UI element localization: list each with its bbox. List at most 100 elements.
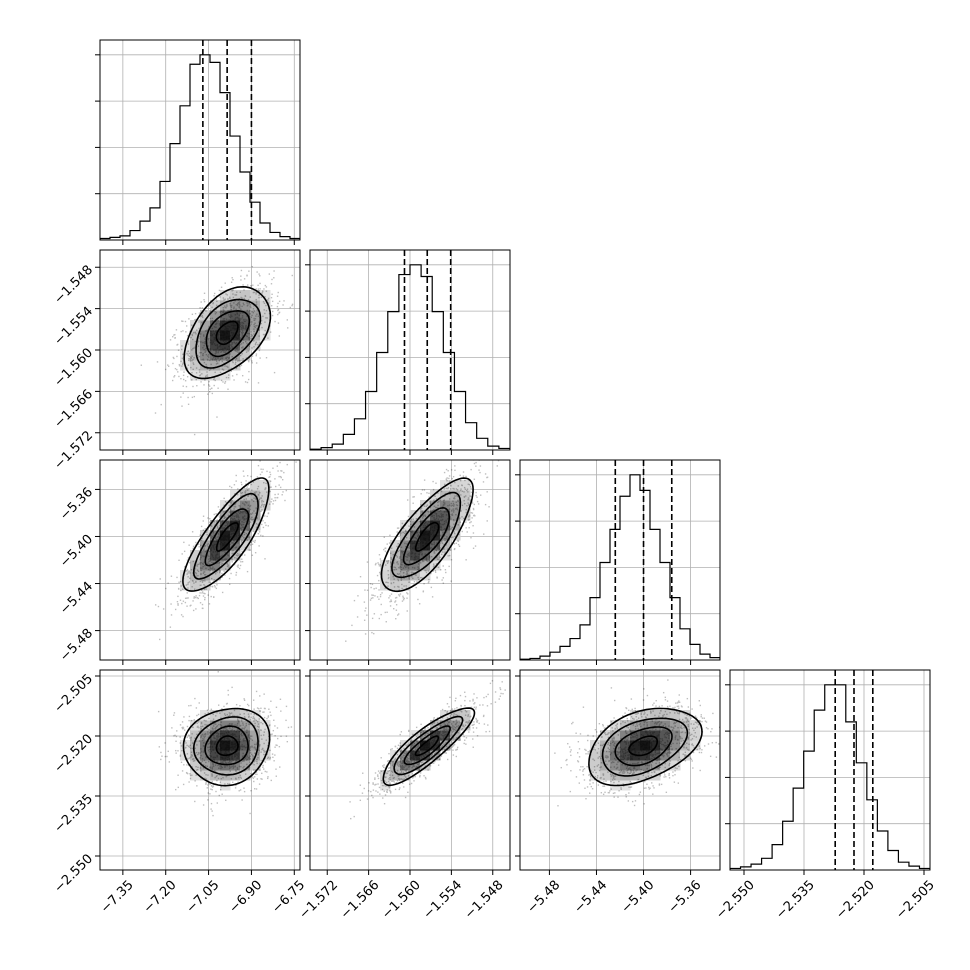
sample-point [211,342,213,344]
sample-point [195,581,197,583]
sample-point [429,533,432,535]
sample-point [214,752,217,754]
sample-point [384,611,386,614]
sample-point [452,536,454,538]
sample-point [219,748,221,750]
density-cell [460,710,471,721]
sample-point [202,751,205,753]
sample-point [483,696,485,699]
sample-point [194,747,196,749]
sample-point [441,551,444,553]
sample-point [375,562,377,565]
sample-point [201,315,203,318]
sample-point [239,312,242,314]
sample-point [397,563,399,565]
density-cell [200,530,211,541]
sample-point [218,512,221,515]
sample-point [229,309,231,312]
sample-point [488,506,490,508]
sample-point [432,563,435,565]
sample-point [466,488,469,490]
sample-point [223,336,225,339]
sample-point [417,568,419,571]
sample-point [230,370,233,372]
sample-point [208,558,210,560]
sample-point [234,715,236,717]
sample-point [261,292,263,294]
sample-point [190,756,192,758]
sample-point [224,282,226,284]
sample-point [220,350,223,353]
sample-point [268,273,271,275]
sample-point [229,296,231,298]
sample-point [366,561,369,563]
sample-point [422,526,425,529]
sample-point [462,471,465,473]
sample-point [246,274,248,276]
density-cell [420,520,431,531]
sample-point [431,762,433,765]
sample-point [237,302,240,304]
sample-point [200,762,203,764]
sample-point [421,511,424,514]
sample-point [177,774,179,776]
sample-point [394,600,397,602]
sample-point [262,711,264,713]
density-cell [200,330,211,341]
sample-point [398,549,401,551]
sample-point [224,760,227,762]
sample-point [433,535,435,537]
sample-point [251,347,253,349]
sample-point [243,289,245,291]
sample-point [203,571,206,573]
sample-point [212,785,215,787]
sample-point [399,556,401,558]
sample-point [232,747,235,750]
sample-point [425,571,428,574]
sample-point [450,502,452,505]
sample-point [228,314,230,316]
sample-point [242,512,244,514]
sample-point [278,300,281,303]
sample-point [238,765,241,768]
sample-point [285,735,288,737]
sample-point [212,368,215,370]
sample-point [192,362,194,364]
sample-point [476,496,478,498]
sample-point [264,312,266,315]
density-cell [230,290,241,301]
sample-point [225,539,228,541]
sample-point [214,569,216,572]
sample-point [173,357,175,360]
sample-point [193,357,195,359]
sample-point [254,760,256,762]
sample-point [222,348,224,350]
density-cell [420,500,431,511]
sample-point [178,581,180,583]
sample-point [278,475,280,478]
sample-point [212,545,215,547]
sample-point [278,745,281,748]
sample-point [225,747,227,749]
sample-point [243,521,245,523]
sample-point [451,509,453,511]
sample-point [238,345,240,347]
sample-point [408,561,411,563]
sample-point [218,516,221,519]
sample-point [247,523,250,525]
density-cell [230,550,241,561]
sample-point [429,521,432,524]
sample-point [420,493,422,495]
density-cell [180,570,191,581]
sample-point [239,533,241,536]
sample-point [403,577,405,579]
sample-point [256,742,258,744]
sample-point [438,548,441,550]
sample-point [197,341,199,343]
sample-point [443,543,445,546]
sample-point [220,344,222,346]
sample-point [441,514,444,516]
sample-point [231,334,234,336]
sample-point [424,532,426,534]
sample-point [238,735,241,737]
